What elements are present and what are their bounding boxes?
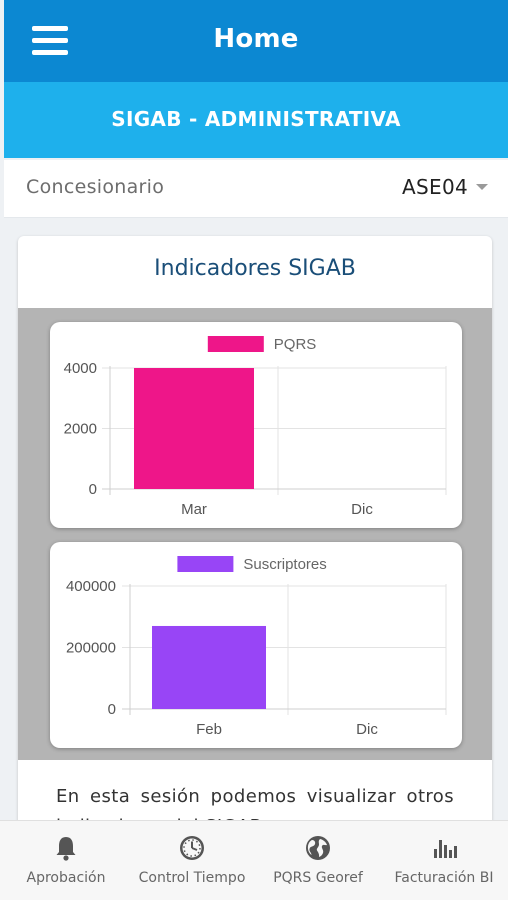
legend-swatch — [207, 336, 264, 352]
chart-svg: PQRS 4000 2000 0 Mar Dic — [64, 336, 447, 518]
y-tick-label: 2000 — [64, 421, 97, 438]
x-tick-label: Dic — [356, 721, 378, 738]
nav-label: Facturación BI — [394, 870, 494, 886]
nav-item-aprobacion[interactable]: Aprobación — [0, 821, 132, 900]
globe-icon — [306, 836, 330, 860]
charts-panel: PQRS 4000 2000 0 Mar Dic Suscriptores 400000 20… — [18, 308, 492, 760]
caret-down-icon[interactable] — [476, 184, 488, 190]
suscriptores-chart: Suscriptores 400000 200000 0 Feb Dic — [50, 542, 462, 748]
indicators-card: Indicadores SIGAB PQRS 4000 2000 0 Mar Dic Su… — [18, 236, 492, 856]
y-tick-label: 0 — [89, 481, 97, 498]
nav-item-pqrs-georef[interactable]: PQRS Georef — [254, 821, 382, 900]
nav-label: Control Tiempo — [138, 870, 246, 886]
concesionario-select[interactable]: Concesionario ASE04 — [4, 160, 508, 218]
legend-swatch — [177, 556, 234, 572]
section-header: SIGAB - ADMINISTRATIVA — [4, 82, 508, 158]
legend-label: Suscriptores — [243, 556, 326, 573]
nav-item-facturacion-bi[interactable]: Facturación BI — [380, 821, 508, 900]
app-header: Home — [4, 0, 508, 82]
card-title: Indicadores SIGAB — [154, 256, 356, 281]
y-tick-label: 200000 — [66, 640, 116, 657]
section-title: SIGAB - ADMINISTRATIVA — [111, 107, 401, 131]
x-tick-label: Dic — [351, 501, 373, 518]
y-tick-label: 4000 — [64, 360, 97, 377]
clock-icon — [180, 836, 204, 860]
nav-item-control-tiempo[interactable]: Control Tiempo — [126, 821, 258, 900]
y-tick-label: 0 — [108, 701, 116, 718]
legend-label: PQRS — [274, 336, 317, 353]
y-tick-label: 400000 — [66, 578, 116, 595]
concesionario-label: Concesionario — [26, 176, 165, 198]
nav-label: Aprobación — [26, 870, 106, 886]
hamburger-menu-icon[interactable] — [32, 24, 70, 58]
bar — [152, 625, 266, 709]
x-tick-label: Mar — [181, 501, 207, 518]
x-tick-label: Feb — [196, 721, 222, 738]
pqrs-chart: PQRS 4000 2000 0 Mar Dic — [50, 322, 462, 528]
nav-label: PQRS Georef — [273, 870, 363, 886]
bottom-nav: Aprobación Control Tiempo PQRS Georef Fa… — [0, 820, 508, 900]
chart-svg: Suscriptores 400000 200000 0 Feb Dic — [66, 556, 447, 738]
bar — [134, 368, 254, 489]
bell-icon — [56, 837, 76, 861]
page-title: Home — [213, 24, 299, 54]
concesionario-value[interactable]: ASE04 — [402, 175, 468, 199]
bar-chart-icon — [434, 840, 457, 858]
